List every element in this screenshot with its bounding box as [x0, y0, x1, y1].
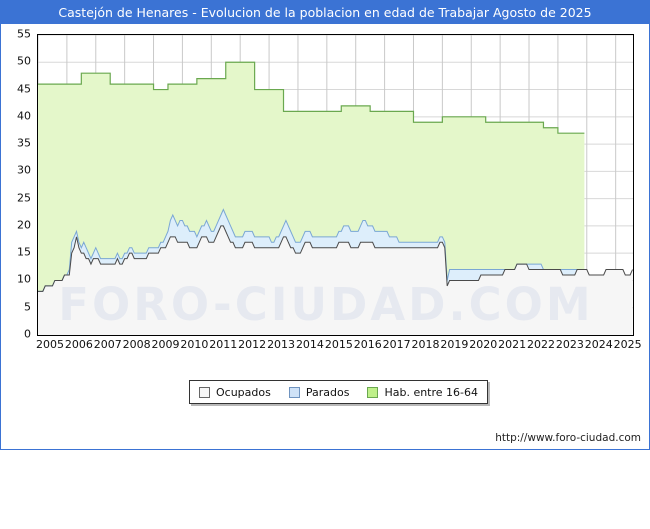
legend-swatch-icon: [367, 386, 379, 398]
y-axis-tick: 10: [17, 272, 31, 286]
x-axis-tick: 2014: [295, 338, 324, 351]
y-axis-tick: 15: [17, 245, 31, 259]
x-axis-tick: 2007: [93, 338, 122, 351]
y-axis-tick: 5: [24, 300, 31, 314]
x-axis-tick: 2020: [469, 338, 498, 351]
x-axis-tick: 2023: [555, 338, 584, 351]
window-title-bar: Castejón de Henares - Evolucion de la po…: [1, 1, 649, 24]
x-axis-tick: 2019: [440, 338, 469, 351]
x-axis: 2005 2006 2007 2008 2009 2010 2011 2012 2013 2014…: [36, 338, 642, 356]
x-axis-tick: 2015: [324, 338, 353, 351]
plot-area: [37, 34, 634, 336]
legend-item: Ocupados: [199, 386, 271, 399]
plot-canvas: [37, 34, 634, 336]
x-axis-tick: 2017: [382, 338, 411, 351]
x-axis-tick: 2024: [584, 338, 613, 351]
x-axis-tick: 2006: [64, 338, 93, 351]
x-axis-tick: 2012: [238, 338, 267, 351]
legend-item: Parados: [288, 385, 350, 399]
y-axis-tick: 50: [17, 54, 31, 68]
legend-label: Parados: [305, 385, 350, 399]
legend-label: Ocupados: [216, 385, 271, 399]
legend-label: Hab. entre 16-64: [384, 385, 479, 399]
x-axis-tick: 2013: [267, 338, 296, 351]
footer-url: http://www.foro-ciudad.com: [495, 432, 641, 444]
x-axis-tick: 2010: [180, 338, 209, 351]
x-axis-tick: 2005: [36, 338, 64, 351]
legend-item: Hab. entre 16-64: [367, 386, 478, 399]
y-axis: 55 50 45 40 35 30 25 20 15 10 5 0: [1, 27, 35, 343]
y-axis-tick: 40: [17, 109, 31, 123]
y-axis-tick: 20: [17, 218, 31, 232]
y-axis-tick: 30: [17, 163, 31, 177]
chart-legend: Ocupados Parados Hab. entre 16-64: [189, 380, 489, 404]
x-axis-tick: 2025: [613, 338, 642, 351]
chart-svg: [38, 35, 633, 335]
y-axis-tick: 55: [17, 27, 31, 41]
y-axis-tick: 45: [17, 82, 31, 96]
x-axis-tick: 2011: [209, 338, 238, 351]
x-axis-tick: 2008: [122, 338, 151, 351]
x-axis-tick: 2022: [527, 338, 556, 351]
chart-window: Castejón de Henares - Evolucion de la po…: [0, 0, 650, 450]
x-axis-tick: 2009: [151, 338, 180, 351]
x-axis-tick: 2021: [498, 338, 527, 351]
x-axis-tick: 2016: [353, 338, 382, 351]
x-axis-tick: 2018: [411, 338, 440, 351]
y-axis-tick: 25: [17, 191, 31, 205]
y-axis-tick: 35: [17, 136, 31, 150]
page-title: Castejón de Henares - Evolucion de la po…: [58, 5, 592, 20]
y-axis-tick: 0: [24, 327, 31, 341]
legend-swatch-icon: [288, 386, 300, 398]
legend-swatch-icon: [199, 386, 210, 398]
